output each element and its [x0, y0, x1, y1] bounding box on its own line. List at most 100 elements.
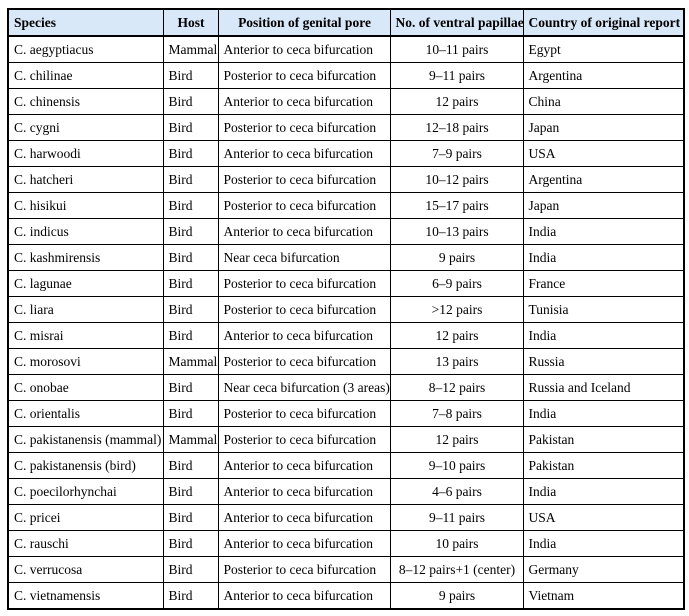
position-cell: Posterior to ceca bifurcation — [217, 556, 391, 583]
position-cell: Anterior to ceca bifurcation — [217, 322, 391, 349]
host-cell: Bird — [162, 140, 219, 167]
position-cell: Near ceca bifurcation (3 areas) — [217, 374, 391, 401]
species-cell: C. vietnamensis — [7, 582, 164, 610]
papillae-cell: >12 pairs — [389, 296, 524, 323]
position-cell: Posterior to ceca bifurcation — [217, 400, 391, 427]
country-cell: India — [522, 400, 685, 427]
table-row: C. onobae Bird Near ceca bifurcation (3 ar… — [7, 374, 685, 401]
table-row: C. morosovi Mammal Posterior to ceca bifur… — [7, 348, 685, 375]
table-body: C. aegyptiacus Mammal Anterior to ceca bif… — [7, 35, 685, 610]
country-cell: Tunisia — [522, 296, 685, 323]
species-cell: C. lagunae — [7, 270, 164, 297]
country-cell: France — [522, 270, 685, 297]
host-cell: Bird — [162, 478, 219, 505]
species-cell: C. indicus — [7, 218, 164, 245]
country-cell: India — [522, 218, 685, 245]
species-cell: C. chinensis — [7, 88, 164, 115]
host-cell: Bird — [162, 88, 219, 115]
table-row: C. aegyptiacus Mammal Anterior to ceca bif… — [7, 35, 685, 63]
species-cell: C. hatcheri — [7, 166, 164, 193]
table-row: C. chinensis Bird Anterior to ceca bifurca… — [7, 88, 685, 115]
papillae-cell: 13 pairs — [389, 348, 524, 375]
col-header-ventral-papillae: No. of ventral papillae — [389, 8, 524, 37]
position-cell: Posterior to ceca bifurcation — [217, 426, 391, 453]
host-cell: Mammal — [162, 426, 219, 453]
host-cell: Bird — [162, 452, 219, 479]
position-cell: Posterior to ceca bifurcation — [217, 192, 391, 219]
host-cell: Mammal — [162, 348, 219, 375]
position-cell: Posterior to ceca bifurcation — [217, 296, 391, 323]
country-cell: India — [522, 530, 685, 557]
table-row: C. pricei Bird Anterior to ceca bifurcatio… — [7, 504, 685, 531]
host-cell: Bird — [162, 192, 219, 219]
papillae-cell: 12 pairs — [389, 426, 524, 453]
host-cell: Bird — [162, 530, 219, 557]
species-cell: C. hisikui — [7, 192, 164, 219]
col-header-species: Species — [7, 8, 164, 37]
papillae-cell: 9–11 pairs — [389, 504, 524, 531]
table-row: C. vietnamensis Bird Anterior to ceca bifu… — [7, 582, 685, 610]
country-cell: USA — [522, 504, 685, 531]
species-cell: C. morosovi — [7, 348, 164, 375]
papillae-cell: 9–11 pairs — [389, 62, 524, 89]
country-cell: India — [522, 322, 685, 349]
position-cell: Anterior to ceca bifurcation — [217, 452, 391, 479]
table-row: C. pakistanensis (bird) Bird Anterior to c… — [7, 452, 685, 479]
host-cell: Bird — [162, 556, 219, 583]
table-row: C. cygni Bird Posterior to ceca bifurcatio… — [7, 114, 685, 141]
host-cell: Bird — [162, 400, 219, 427]
country-cell: Argentina — [522, 62, 685, 89]
species-cell: C. pricei — [7, 504, 164, 531]
host-cell: Bird — [162, 270, 219, 297]
species-cell: C. misrai — [7, 322, 164, 349]
position-cell: Posterior to ceca bifurcation — [217, 348, 391, 375]
country-cell: China — [522, 88, 685, 115]
papillae-cell: 6–9 pairs — [389, 270, 524, 297]
position-cell: Anterior to ceca bifurcation — [217, 530, 391, 557]
country-cell: India — [522, 478, 685, 505]
host-cell: Bird — [162, 582, 219, 610]
table-row: C. misrai Bird Anterior to ceca bifurcatio… — [7, 322, 685, 349]
country-cell: USA — [522, 140, 685, 167]
host-cell: Bird — [162, 166, 219, 193]
position-cell: Anterior to ceca bifurcation — [217, 140, 391, 167]
position-cell: Anterior to ceca bifurcation — [217, 218, 391, 245]
species-cell: C. cygni — [7, 114, 164, 141]
table-row: C. poecilorhynchai Bird Anterior to ceca b… — [7, 478, 685, 505]
table-row: C. rauschi Bird Anterior to ceca bifurcati… — [7, 530, 685, 557]
position-cell: Near ceca bifurcation — [217, 244, 391, 271]
species-cell: C. orientalis — [7, 400, 164, 427]
papillae-cell: 12 pairs — [389, 88, 524, 115]
papillae-cell: 10 pairs — [389, 530, 524, 557]
host-cell: Bird — [162, 218, 219, 245]
position-cell: Posterior to ceca bifurcation — [217, 114, 391, 141]
host-cell: Bird — [162, 296, 219, 323]
papillae-cell: 8–12 pairs — [389, 374, 524, 401]
country-cell: Russia — [522, 348, 685, 375]
country-cell: Japan — [522, 192, 685, 219]
country-cell: India — [522, 244, 685, 271]
table-row: C. indicus Bird Anterior to ceca bifurcati… — [7, 218, 685, 245]
papillae-cell: 12 pairs — [389, 322, 524, 349]
species-cell: C. pakistanensis (mammal) — [7, 426, 164, 453]
species-cell: C. verrucosa — [7, 556, 164, 583]
country-cell: Japan — [522, 114, 685, 141]
papillae-cell: 4–6 pairs — [389, 478, 524, 505]
table-row: C. lagunae Bird Posterior to ceca bifurcat… — [7, 270, 685, 297]
country-cell: Pakistan — [522, 452, 685, 479]
table-row: C. hatcheri Bird Posterior to ceca bifurca… — [7, 166, 685, 193]
position-cell: Anterior to ceca bifurcation — [217, 582, 391, 610]
species-comparison-table: Species Host Position of genital pore No… — [7, 8, 685, 610]
table-row: C. harwoodi Bird Anterior to ceca bifurcat… — [7, 140, 685, 167]
papillae-cell: 10–11 pairs — [389, 35, 524, 63]
host-cell: Bird — [162, 114, 219, 141]
country-cell: Argentina — [522, 166, 685, 193]
table-row: C. chilinae Bird Posterior to ceca bifurca… — [7, 62, 685, 89]
country-cell: Vietnam — [522, 582, 685, 610]
papillae-cell: 12–18 pairs — [389, 114, 524, 141]
country-cell: Germany — [522, 556, 685, 583]
country-cell: Pakistan — [522, 426, 685, 453]
host-cell: Bird — [162, 374, 219, 401]
host-cell: Bird — [162, 322, 219, 349]
